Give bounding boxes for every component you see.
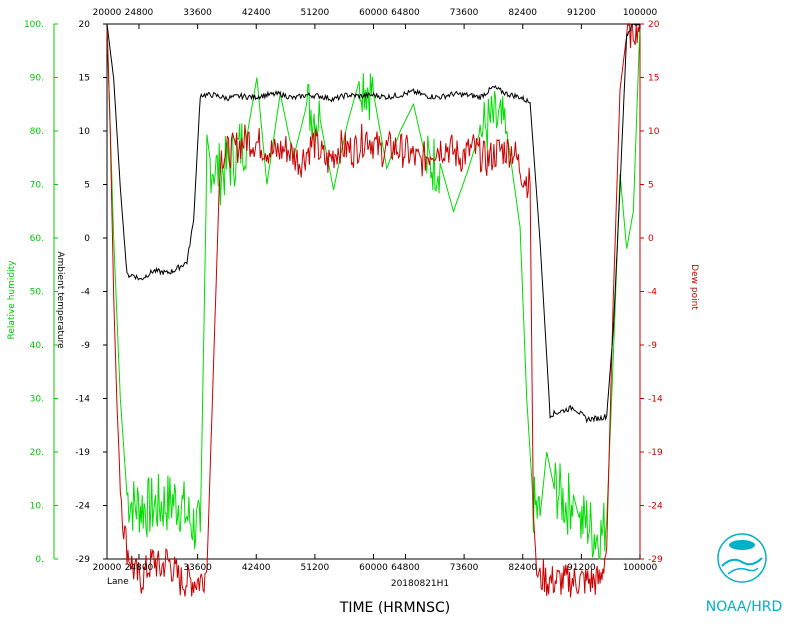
rh-tick-label: 30.: [30, 395, 44, 405]
x-axis-title: TIME (HRMNSC): [339, 600, 450, 616]
temp-tick-label: -4: [81, 288, 90, 298]
temp-tick-label: 10: [79, 127, 91, 137]
temp-tick-label: -19: [75, 448, 90, 458]
x-tick-label-top: 20000: [93, 8, 122, 18]
flight-id: 20180821H1: [391, 579, 449, 589]
x-tick-label-bottom: 42400: [242, 563, 271, 573]
x-tick-label-top: 60000: [359, 8, 388, 18]
rh-tick-label: 100.: [24, 20, 44, 30]
temperature-series-line: [106, 23, 641, 424]
dewpoint-tick-label: 5: [648, 181, 654, 191]
dewpoint-tick-label: -19: [648, 448, 663, 458]
rh-series-line: [106, 23, 641, 560]
dewpoint-tick-label: 10: [648, 127, 660, 137]
temp-tick-label: -29: [75, 555, 90, 565]
x-tick-label-top: 42400: [242, 8, 271, 18]
rh-axis-label: Relative humidity: [7, 260, 17, 340]
x-tick-label-bottom: 91200: [567, 563, 596, 573]
rh-tick-label: 10.: [30, 502, 44, 512]
x-tick-label-bottom: 33600: [183, 563, 212, 573]
temp-tick-label: 20: [79, 20, 91, 30]
dewpoint-tick-label: 15: [648, 74, 659, 84]
x-tick-label-bottom: 82400: [508, 563, 537, 573]
x-tick-label-bottom: 51200: [301, 563, 330, 573]
temp-tick-label: -9: [81, 341, 90, 351]
temp-tick-label: 0: [84, 234, 90, 244]
x-tick-label-top: 82400: [508, 8, 537, 18]
dewpoint-tick-label: -4: [648, 288, 657, 298]
rh-tick-label: 50.: [30, 288, 44, 298]
temp-tick-label: -24: [75, 502, 90, 512]
dewpoint-tick-label: -14: [648, 395, 663, 405]
temp-axis-label: Ambient temperature: [55, 251, 65, 349]
x-tick-label-bottom: 64800: [391, 563, 420, 573]
dewpoint-tick-label: 20: [648, 20, 660, 30]
x-tick-label-bottom: 24800: [125, 563, 154, 573]
rh-tick-label: 90.: [30, 74, 44, 84]
dewpoint-axis-label: Dew point: [689, 264, 699, 310]
storm-name: Lane: [107, 577, 129, 587]
x-tick-label-bottom: 73600: [450, 563, 479, 573]
x-tick-label-top: 73600: [450, 8, 479, 18]
temp-tick-label: 15: [79, 74, 90, 84]
dewpoint-tick-label: -9: [648, 341, 657, 351]
ticks-layer: 2000020000248002480033600336004240042400…: [24, 8, 663, 573]
temp-tick-label: 5: [84, 181, 90, 191]
org-label: NOAA/HRD: [706, 599, 783, 615]
dewpoint-series-line: [106, 22, 641, 598]
rh-tick-label: 60.: [30, 234, 44, 244]
dewpoint-tick-label: -29: [648, 555, 663, 565]
series-layer: [106, 22, 641, 598]
rh-tick-label: 40.: [30, 341, 44, 351]
x-tick-label-top: 64800: [391, 8, 420, 18]
rh-tick-label: 0.: [35, 555, 44, 565]
x-tick-label-top: 24800: [125, 8, 154, 18]
rh-tick-label: 20.: [30, 448, 44, 458]
x-tick-label-bottom: 100000: [623, 563, 658, 573]
dewpoint-tick-label: 0: [648, 234, 654, 244]
noaa-logo-icon: [717, 533, 767, 583]
rh-tick-label: 80.: [30, 127, 44, 137]
x-tick-label-bottom: 20000: [93, 563, 122, 573]
x-tick-label-top: 33600: [183, 8, 212, 18]
rh-tick-label: 70.: [30, 181, 44, 191]
x-tick-label-bottom: 60000: [359, 563, 388, 573]
x-tick-label-top: 91200: [567, 8, 596, 18]
x-tick-label-top: 100000: [623, 8, 658, 18]
x-tick-label-top: 51200: [301, 8, 330, 18]
dewpoint-tick-label: -24: [648, 502, 663, 512]
temp-tick-label: -14: [75, 395, 90, 405]
